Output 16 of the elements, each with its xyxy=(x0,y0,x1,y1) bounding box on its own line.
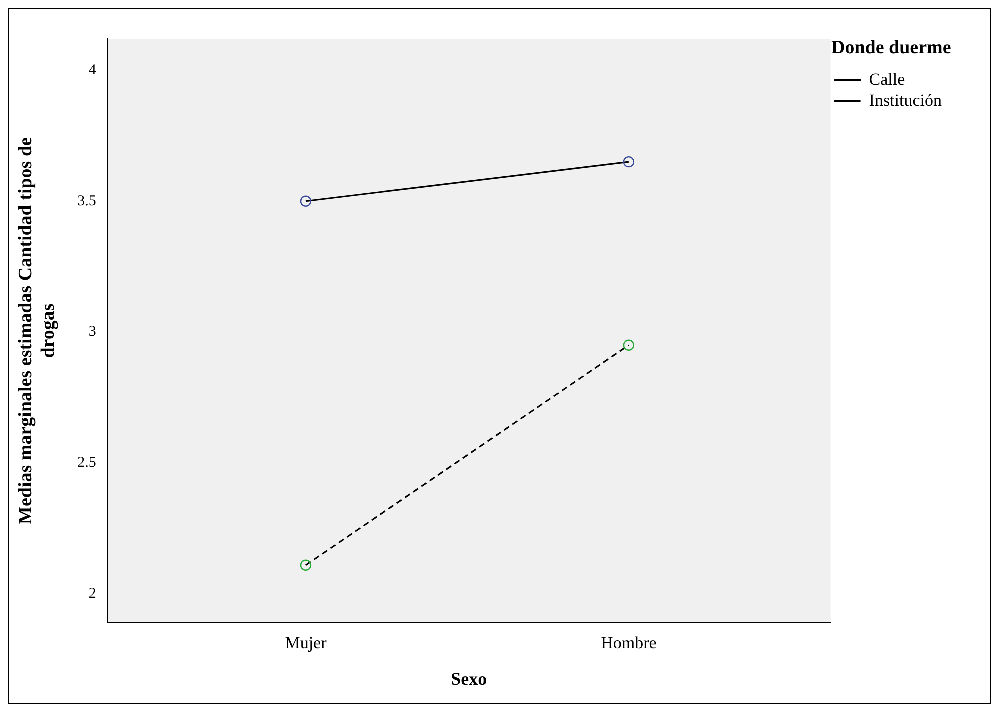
y-axis-title: Medias marginales estimadas Cantidad tipos de drogas xyxy=(15,138,60,524)
legend-title: Donde duerme xyxy=(831,37,952,58)
y-tick-label: 2.5 xyxy=(78,455,96,472)
x-tick-label: Mujer xyxy=(285,634,328,653)
legend-label: Calle xyxy=(869,70,906,89)
point xyxy=(300,560,312,571)
point xyxy=(623,156,635,168)
y-tick-label: 3 xyxy=(88,324,96,340)
y-tick-label: 4 xyxy=(88,62,97,78)
point xyxy=(300,196,312,207)
y-tick-label: 2 xyxy=(88,586,96,602)
legend-label: Institución xyxy=(869,90,942,110)
y-tick-label: 3.5 xyxy=(78,193,96,210)
x-axis-title: Sexo xyxy=(451,668,488,689)
point xyxy=(623,340,635,352)
x-tick-label: Hombre xyxy=(601,634,657,653)
